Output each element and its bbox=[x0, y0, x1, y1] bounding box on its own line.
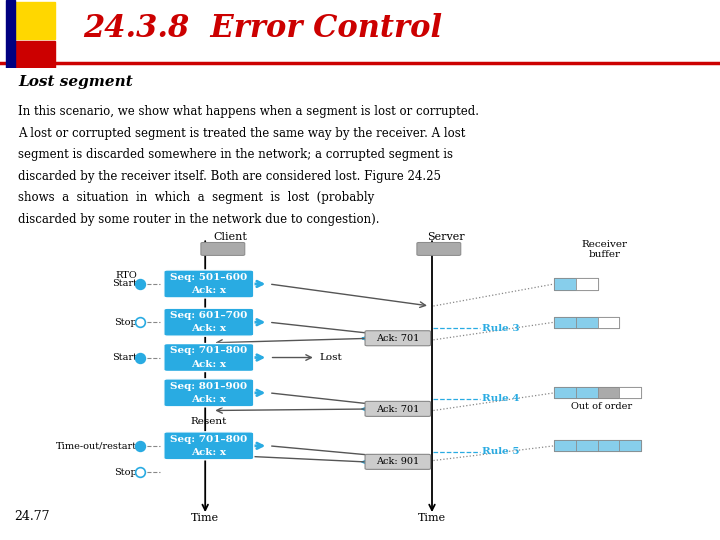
Text: Rule 5: Rule 5 bbox=[482, 447, 520, 456]
Text: Seq: 801–900
Ack: x: Seq: 801–900 Ack: x bbox=[170, 382, 248, 404]
Text: 24.3.8  Error Control: 24.3.8 Error Control bbox=[83, 13, 442, 44]
Bar bbox=[554, 387, 576, 399]
Bar bbox=[554, 316, 576, 328]
Text: Stop: Stop bbox=[114, 318, 137, 327]
Text: Server: Server bbox=[428, 232, 465, 242]
Text: Receiver
buffer: Receiver buffer bbox=[582, 240, 628, 259]
Bar bbox=[554, 278, 576, 289]
Text: Resent: Resent bbox=[191, 417, 227, 427]
Text: Seq: 701–800
Ack: x: Seq: 701–800 Ack: x bbox=[170, 347, 248, 369]
Text: Seq: 601–700
Ack: x: Seq: 601–700 Ack: x bbox=[170, 311, 248, 333]
Text: Time: Time bbox=[191, 513, 220, 523]
Text: discarded by the receiver itself. Both are considered lost. Figure 24.25: discarded by the receiver itself. Both a… bbox=[18, 170, 441, 183]
Text: discarded by some router in the network due to congestion).: discarded by some router in the network … bbox=[18, 213, 379, 226]
Bar bbox=[9, 2, 55, 39]
Text: Seq: 701–800
Ack: x: Seq: 701–800 Ack: x bbox=[170, 435, 248, 457]
Text: Client: Client bbox=[213, 232, 248, 242]
Bar bbox=[554, 278, 598, 289]
Text: Ack: 701: Ack: 701 bbox=[377, 334, 420, 343]
Bar bbox=[554, 316, 619, 328]
Text: Ack: 901: Ack: 901 bbox=[377, 457, 420, 467]
FancyBboxPatch shape bbox=[365, 330, 431, 346]
FancyBboxPatch shape bbox=[163, 270, 253, 298]
Bar bbox=[576, 316, 598, 328]
Text: Stop: Stop bbox=[114, 468, 137, 477]
Bar bbox=[6, 0, 15, 68]
Bar bbox=[598, 387, 619, 399]
Bar bbox=[576, 440, 598, 451]
Bar bbox=[598, 316, 619, 328]
Text: Seq: 501–600
Ack: x: Seq: 501–600 Ack: x bbox=[170, 273, 248, 295]
Text: A lost or corrupted segment is treated the same way by the receiver. A lost: A lost or corrupted segment is treated t… bbox=[18, 127, 465, 140]
Bar bbox=[554, 440, 576, 451]
Text: Rule 4: Rule 4 bbox=[482, 394, 520, 403]
FancyBboxPatch shape bbox=[163, 308, 253, 336]
Text: Out of order: Out of order bbox=[571, 402, 631, 411]
Text: shows  a  situation  in  which  a  segment  is  lost  (probably: shows a situation in which a segment is … bbox=[18, 191, 374, 204]
Bar bbox=[619, 387, 641, 399]
Text: In this scenario, we show what happens when a segment is lost or corrupted.: In this scenario, we show what happens w… bbox=[18, 105, 479, 118]
Text: Lost segment: Lost segment bbox=[18, 75, 132, 89]
FancyBboxPatch shape bbox=[163, 343, 253, 372]
FancyBboxPatch shape bbox=[365, 401, 431, 416]
Text: Rule 3: Rule 3 bbox=[482, 323, 520, 333]
Bar bbox=[576, 278, 598, 289]
Text: RTO: RTO bbox=[115, 271, 137, 280]
FancyBboxPatch shape bbox=[201, 242, 245, 255]
Text: Lost: Lost bbox=[320, 353, 342, 362]
Bar bbox=[619, 440, 641, 451]
FancyBboxPatch shape bbox=[163, 432, 253, 460]
Text: Ack: 701: Ack: 701 bbox=[377, 404, 420, 414]
FancyBboxPatch shape bbox=[163, 379, 253, 407]
Text: Time-out/restart: Time-out/restart bbox=[55, 441, 137, 450]
Text: Time: Time bbox=[418, 513, 446, 523]
Text: Start: Start bbox=[112, 353, 137, 362]
FancyBboxPatch shape bbox=[365, 454, 431, 469]
Bar bbox=[598, 440, 619, 451]
Bar bbox=[554, 387, 641, 399]
Bar bbox=[576, 387, 598, 399]
Bar bbox=[9, 40, 55, 68]
Bar bbox=[554, 440, 641, 451]
Text: 24.77: 24.77 bbox=[14, 510, 50, 523]
Text: segment is discarded somewhere in the network; a corrupted segment is: segment is discarded somewhere in the ne… bbox=[18, 148, 453, 161]
FancyBboxPatch shape bbox=[417, 242, 461, 255]
Text: Start: Start bbox=[112, 279, 137, 288]
